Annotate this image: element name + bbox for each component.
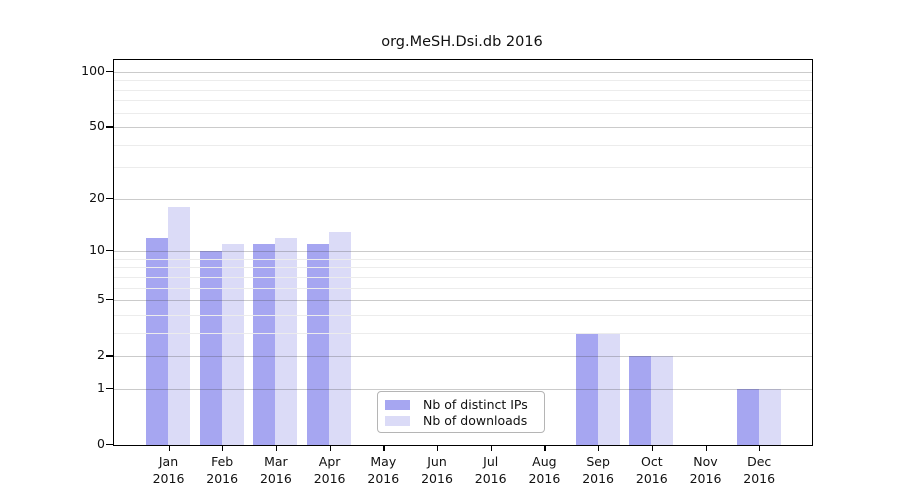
y-axis-tick-mark: [106, 355, 113, 357]
x-axis-tick-mark: [705, 445, 707, 451]
legend-label-downloads: Nb of downloads: [423, 413, 528, 428]
x-axis-tick-label: Jul 2016: [474, 454, 507, 486]
x-axis-tick-label: Aug 2016: [528, 454, 561, 486]
x-axis-tick-label: Sep 2016: [582, 454, 614, 486]
gridline-major: [114, 72, 812, 73]
y-axis-tick-label: 2: [97, 347, 105, 363]
gridline-minor: [114, 287, 812, 289]
gridline-major: [114, 300, 812, 302]
gridline-minor: [114, 276, 812, 278]
bar-distinct-ips: [736, 388, 759, 445]
y-axis-tick-mark: [106, 299, 113, 301]
plot-area: [113, 59, 813, 446]
x-axis-tick-label: Feb 2016: [206, 454, 239, 486]
y-axis-tick-label: 1: [97, 379, 105, 395]
x-axis-tick-mark: [222, 445, 224, 451]
x-axis-tick-mark: [759, 445, 761, 451]
bar-downloads: [597, 332, 620, 445]
legend-swatch-downloads: [385, 415, 410, 426]
gridline-minor: [114, 112, 812, 114]
x-axis-tick-label: Oct 2016: [635, 454, 668, 486]
legend: Nb of distinct IPs Nb of downloads: [377, 391, 545, 433]
x-axis-tick-label: Jan 2016: [152, 454, 185, 486]
legend-item-distinct-ips: Nb of distinct IPs: [385, 397, 536, 412]
x-axis-tick-label: Apr 2016: [313, 454, 346, 486]
gridline-major: [114, 127, 812, 129]
bar-downloads: [275, 237, 298, 445]
y-axis-tick-mark: [106, 250, 113, 252]
x-axis-tick-mark: [329, 445, 331, 451]
y-axis-tick-mark: [106, 126, 113, 128]
gridline-minor: [114, 80, 812, 82]
legend-swatch-distinct-ips: [385, 399, 410, 410]
gridline-major: [114, 388, 812, 390]
bar-downloads: [758, 388, 781, 445]
y-axis-tick-mark: [106, 71, 113, 73]
y-axis-tick-label: 0: [97, 436, 105, 451]
gridline-major: [114, 356, 812, 358]
y-axis-tick-label: 20: [89, 189, 105, 205]
x-axis-tick-mark: [651, 445, 654, 451]
chart-title: org.MeSH.Dsi.db 2016: [381, 34, 543, 50]
bar-distinct-ips: [199, 251, 222, 445]
x-axis-tick-mark: [437, 445, 439, 451]
x-axis-tick-label: Dec 2016: [743, 454, 776, 486]
bar-distinct-ips: [253, 244, 276, 445]
x-axis-tick-mark: [544, 445, 546, 451]
gridline-minor: [114, 258, 812, 260]
x-axis-tick-label: May 2016: [367, 454, 400, 486]
bar-downloads: [651, 356, 674, 445]
y-axis-tick-mark: [106, 444, 113, 446]
bar-distinct-ips: [629, 356, 652, 445]
x-axis-tick-label: Jun 2016: [421, 454, 453, 486]
y-axis-tick-label: 100: [81, 63, 105, 78]
bar-distinct-ips: [146, 237, 168, 445]
x-axis-tick-mark: [490, 445, 492, 451]
bar-distinct-ips: [575, 332, 598, 445]
gridline-minor: [114, 89, 812, 91]
gridline-major: [114, 251, 812, 253]
y-axis-tick-label: 50: [89, 118, 105, 134]
bar-downloads: [221, 244, 244, 445]
legend-label-distinct-ips: Nb of distinct IPs: [423, 397, 528, 412]
gridline-minor: [114, 332, 812, 334]
gridline-minor: [114, 144, 812, 146]
gridline-major: [114, 198, 812, 200]
x-axis-tick-label: Mar 2016: [259, 454, 292, 486]
gridline-minor: [114, 100, 812, 102]
bar-distinct-ips: [307, 244, 330, 445]
x-axis-tick-mark: [383, 445, 385, 451]
gridline-minor: [114, 267, 812, 269]
bar-downloads: [329, 231, 352, 445]
y-axis-tick-mark: [106, 197, 113, 200]
y-axis-tick-label: 10: [89, 242, 105, 258]
x-axis-tick-mark: [168, 445, 170, 451]
y-axis-tick-label: 5: [97, 291, 105, 307]
gridline-minor: [114, 167, 812, 169]
bar-downloads: [168, 207, 190, 445]
x-axis-tick-mark: [598, 445, 600, 451]
x-axis-tick-label: Nov 2016: [689, 454, 722, 486]
legend-item-downloads: Nb of downloads: [385, 413, 536, 428]
y-axis-tick-mark: [106, 387, 113, 390]
x-axis-tick-mark: [275, 445, 278, 451]
gridline-minor: [114, 314, 812, 316]
